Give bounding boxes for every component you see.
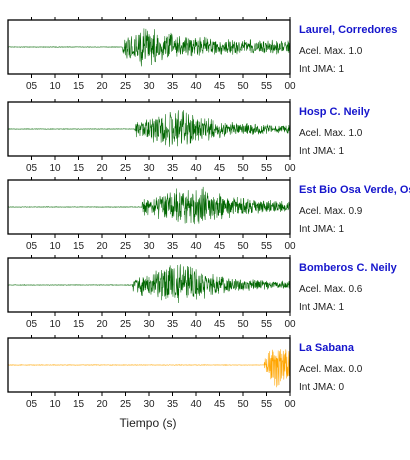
x-tick-label: 55 [261,319,273,330]
jma-intensity-label: Int JMA: 1 [299,224,345,235]
waveform-series [8,28,290,67]
x-tick-label: 35 [167,163,179,174]
x-tick-label: 35 [167,319,179,330]
x-tick-label: 00 [284,399,296,410]
x-tick-label: 50 [237,241,249,252]
x-tick-label: 30 [143,241,155,252]
waveform-series [8,186,290,225]
x-tick-label: 35 [167,399,179,410]
waveform-series [8,349,290,388]
x-tick-label: 25 [120,399,132,410]
x-tick-label: 25 [120,81,132,92]
x-tick-label: 20 [96,163,108,174]
x-tick-label: 05 [26,399,38,410]
x-tick-label: 45 [214,241,226,252]
x-tick-label: 15 [73,81,85,92]
jma-intensity-label: Int JMA: 1 [299,302,345,313]
jma-intensity-label: Int JMA: 1 [299,146,345,157]
max-acceleration-label: Acel. Max. 1.0 [299,46,363,57]
x-tick-label: 35 [167,81,179,92]
x-tick-label: 45 [214,163,226,174]
x-tick-label: 30 [143,399,155,410]
x-tick-label: 10 [49,319,61,330]
x-tick-label: 25 [120,163,132,174]
max-acceleration-label: Acel. Max. 1.0 [299,128,363,139]
x-tick-label: 20 [96,399,108,410]
x-tick-label: 15 [73,241,85,252]
jma-intensity-label: Int JMA: 1 [299,64,345,75]
waveform-series [8,264,290,304]
x-tick-label: 45 [214,319,226,330]
station-name: Laurel, Corredores [299,24,398,36]
x-tick-label: 15 [73,163,85,174]
x-tick-label: 05 [26,163,38,174]
x-tick-label: 15 [73,399,85,410]
max-acceleration-label: Acel. Max. 0.9 [299,206,363,217]
x-tick-label: 45 [214,81,226,92]
x-tick-label: 20 [96,319,108,330]
x-tick-label: 40 [190,241,202,252]
x-tick-label: 40 [190,399,202,410]
x-tick-label: 30 [143,81,155,92]
station-name: La Sabana [299,342,355,354]
x-tick-label: 40 [190,81,202,92]
x-tick-label: 10 [49,399,61,410]
jma-intensity-label: Int JMA: 0 [299,382,345,393]
x-tick-label: 05 [26,241,38,252]
max-acceleration-label: Acel. Max. 0.0 [299,364,363,375]
x-tick-label: 35 [167,241,179,252]
x-tick-label: 40 [190,163,202,174]
x-tick-label: 20 [96,81,108,92]
x-tick-label: 55 [261,241,273,252]
x-tick-label: 15 [73,319,85,330]
x-tick-label: 50 [237,163,249,174]
x-tick-label: 55 [261,163,273,174]
x-tick-label: 10 [49,81,61,92]
x-tick-label: 55 [261,81,273,92]
x-tick-label: 30 [143,319,155,330]
x-tick-label: 05 [26,319,38,330]
x-tick-label: 50 [237,81,249,92]
station-name: Hosp C. Neily [299,106,370,118]
x-tick-label: 00 [284,163,296,174]
x-tick-label: 45 [214,399,226,410]
x-tick-label: 50 [237,319,249,330]
x-tick-label: 55 [261,399,273,410]
x-tick-label: 05 [26,81,38,92]
x-tick-label: 00 [284,319,296,330]
x-tick-label: 00 [284,241,296,252]
max-acceleration-label: Acel. Max. 0.6 [299,284,363,295]
x-tick-label: 25 [120,319,132,330]
x-tick-label: 20 [96,241,108,252]
station-name: Est Bio Osa Verde, Osa [299,184,410,196]
x-tick-label: 10 [49,163,61,174]
x-tick-label: 40 [190,319,202,330]
x-tick-label: 30 [143,163,155,174]
x-tick-label: 50 [237,399,249,410]
waveform-series [8,110,290,147]
station-name: Bomberos C. Neily [299,262,397,274]
x-tick-label: 10 [49,241,61,252]
x-axis-label: Tiempo (s) [119,416,177,430]
x-tick-label: 25 [120,241,132,252]
x-tick-label: 00 [284,81,296,92]
